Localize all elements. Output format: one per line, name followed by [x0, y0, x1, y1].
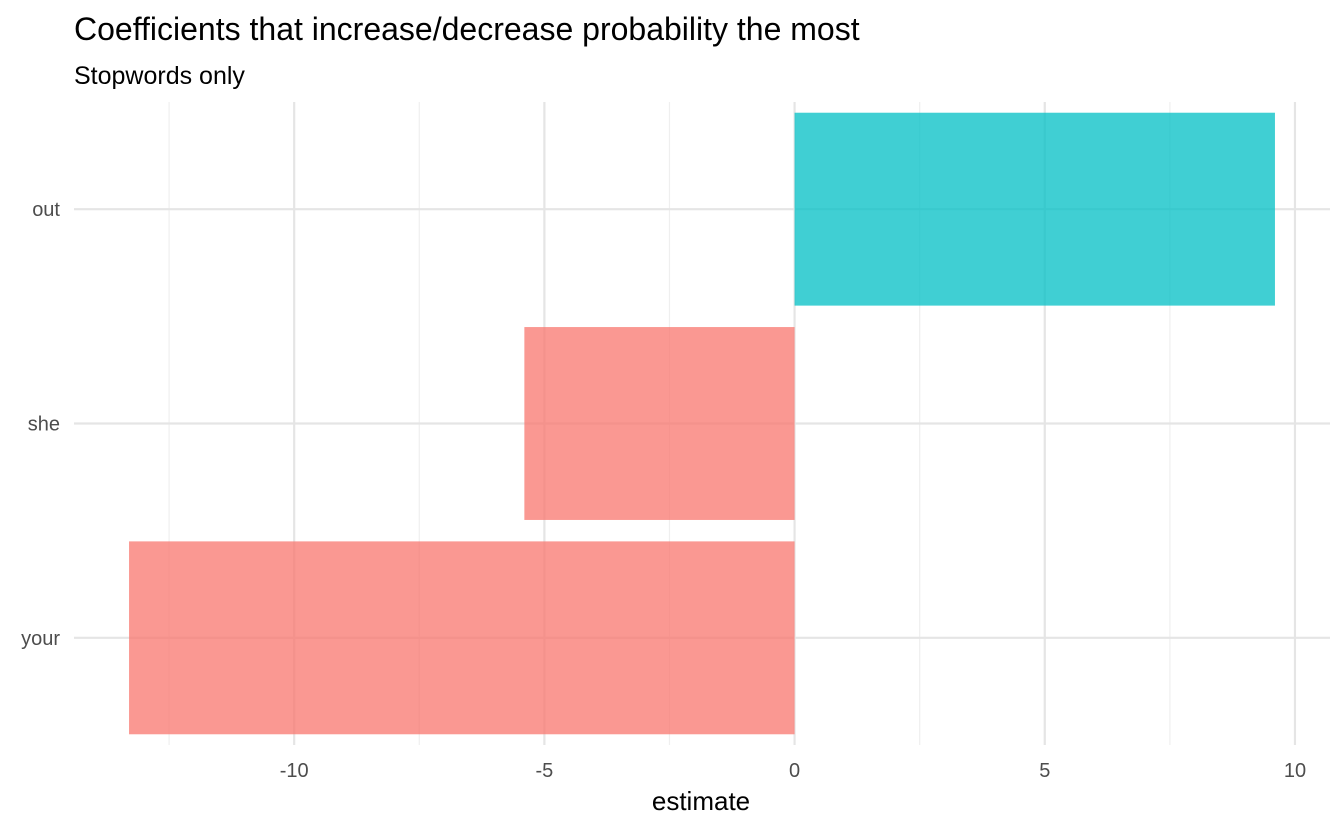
- y-tick-label: your: [21, 628, 60, 650]
- y-tick-label: she: [28, 414, 60, 436]
- bar-your: [129, 541, 795, 735]
- x-axis-title: estimate: [652, 786, 750, 816]
- bar-she: [524, 327, 795, 520]
- x-tick-label: 5: [1039, 760, 1050, 782]
- bars-layer: [129, 112, 1275, 735]
- x-tick-label: 10: [1284, 760, 1306, 782]
- y-tick-label: out: [32, 199, 60, 221]
- x-axis-ticks: -10 -5 0 5 10: [280, 760, 1306, 782]
- x-tick-label: 0: [789, 760, 800, 782]
- x-tick-label: -5: [535, 760, 553, 782]
- chart-title: Coefficients that increase/decrease prob…: [74, 11, 860, 47]
- x-tick-label: -10: [280, 760, 309, 782]
- chart-subtitle: Stopwords only: [74, 62, 245, 90]
- y-axis-ticks: your she out: [21, 199, 60, 650]
- bar-out: [794, 112, 1275, 306]
